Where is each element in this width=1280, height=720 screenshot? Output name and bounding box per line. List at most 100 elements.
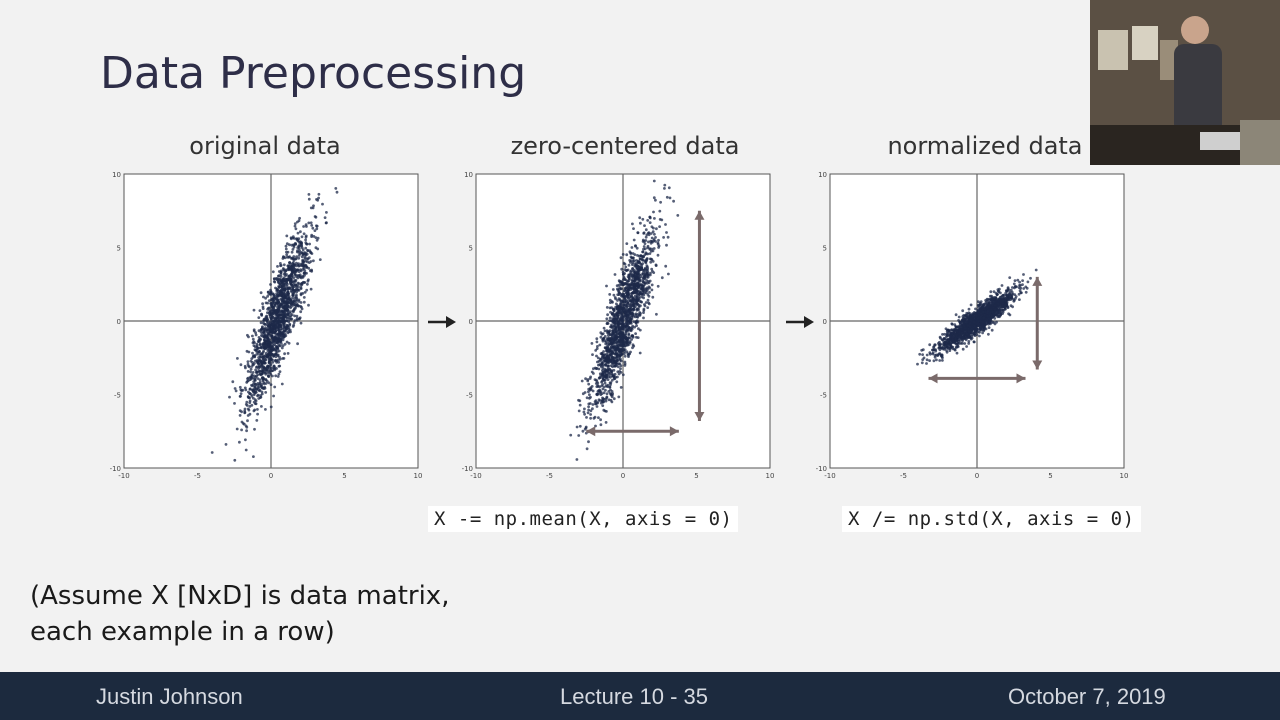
scatter-point [276, 265, 279, 268]
scatter-point [940, 346, 943, 350]
scatter-point [312, 259, 315, 263]
scatter-point [595, 340, 599, 344]
scatter-point [287, 330, 291, 334]
scatter-point [303, 269, 307, 273]
scatter-point [305, 288, 309, 292]
scatter-point [974, 314, 978, 318]
scatter-point [620, 267, 624, 271]
scatter-point [650, 267, 654, 271]
scatter-point [283, 352, 286, 356]
scatter-point [295, 255, 298, 259]
x-tick-label: 5 [1048, 472, 1052, 480]
scatter-point [607, 360, 610, 364]
y-tick-label: -10 [816, 465, 827, 473]
scatter-point [594, 367, 598, 370]
scatter-point [630, 312, 633, 316]
scatter-point [1029, 276, 1032, 280]
scatter-point [297, 304, 300, 308]
scatter-point [664, 264, 668, 268]
scatter-point [627, 273, 631, 277]
scatter-point [599, 335, 603, 339]
scatter-point [284, 306, 287, 309]
scatter-point [638, 313, 641, 317]
scatter-point [285, 242, 289, 246]
x-tick-label: 0 [269, 472, 273, 480]
scatter-point [300, 251, 304, 254]
scatter-point [633, 294, 637, 298]
scatter-point [967, 334, 971, 338]
scatter-point [985, 306, 989, 309]
scatter-point [634, 299, 638, 302]
scatter-point [629, 350, 632, 354]
scatter-point [995, 311, 999, 314]
scatter-point [928, 351, 932, 355]
scatter-point [654, 198, 657, 202]
scatter-point [278, 305, 282, 308]
scatter-point [254, 375, 257, 379]
scatter-point [631, 267, 635, 270]
scatter-point [596, 345, 599, 348]
scatter-point [290, 250, 294, 254]
scatter-point [987, 322, 990, 326]
scatter-point [657, 238, 660, 242]
scatter-point [979, 302, 983, 306]
scatter-point [274, 358, 278, 362]
scatter-point [608, 316, 612, 320]
y-tick-label: -5 [820, 392, 827, 400]
scatter-point [584, 377, 587, 381]
scatter-point [286, 287, 290, 291]
scatter-point [993, 308, 997, 311]
scatter-point [631, 252, 635, 255]
scatter-point [299, 293, 303, 297]
scatter-point [246, 419, 249, 423]
scatter-point [961, 333, 965, 336]
scatter-point [981, 331, 984, 335]
scatter-point [995, 293, 999, 297]
right-arrow-icon [786, 316, 814, 328]
scatter-point [642, 231, 646, 235]
scatter-point [267, 340, 271, 344]
scatter-point [253, 378, 257, 382]
scatter-point [277, 349, 281, 353]
scatter-point [246, 395, 250, 398]
scatter-point [662, 236, 665, 239]
scatter-point [236, 357, 239, 360]
scatter-point [593, 415, 597, 419]
scatter-point [302, 232, 306, 236]
scatter-point [1001, 304, 1004, 308]
scatter-point [629, 255, 633, 259]
scatter-point [270, 353, 273, 356]
scatter-point [614, 364, 618, 368]
scatter-point [605, 317, 609, 321]
scatter-point [276, 274, 280, 278]
scatter-point [274, 355, 278, 359]
scatter-point [1001, 312, 1004, 315]
scatter-point [610, 323, 613, 327]
scatter-point [638, 328, 642, 332]
scatter-point [283, 273, 286, 276]
scatter-point [272, 280, 276, 283]
right-arrow-icon [428, 316, 456, 328]
scatter-point [617, 279, 621, 283]
scatter-point [267, 323, 271, 327]
scatter-point [612, 397, 616, 401]
scatter-point [619, 256, 623, 260]
scatter-point [285, 285, 289, 288]
scatter-point [252, 400, 256, 404]
scatter-point [302, 271, 306, 275]
scatter-point [583, 407, 586, 411]
scatter-point [635, 324, 638, 327]
scatter-point [245, 425, 249, 429]
scatter-point [609, 301, 612, 304]
scatter-point [323, 216, 327, 219]
scatter-point [630, 334, 634, 338]
scatter-point [988, 294, 992, 298]
scatter-point [976, 310, 980, 314]
scatter-point [632, 307, 636, 311]
scatter-point [598, 376, 602, 379]
scatter-point [653, 217, 656, 220]
scatter-point [1007, 288, 1011, 292]
scatter-point [250, 374, 254, 378]
scatter-point [646, 244, 650, 248]
scatter-point [271, 270, 275, 274]
